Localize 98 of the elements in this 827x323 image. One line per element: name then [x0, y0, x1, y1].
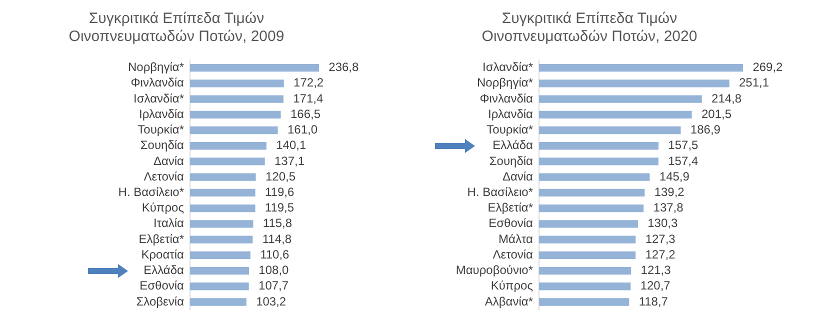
y-tick-label: Ιταλία	[154, 216, 184, 230]
bar	[539, 126, 681, 134]
bar	[190, 95, 284, 103]
data-label: 108,0	[258, 263, 290, 278]
y-tick-label: Δανία	[502, 169, 534, 184]
data-label: 214,8	[712, 91, 742, 106]
y-tick-label: Κροατία	[141, 247, 184, 262]
bar	[539, 266, 632, 275]
y-tick-label: Σουηδία	[489, 154, 534, 168]
bar	[539, 251, 636, 259]
y-tick-label: Κύπρος	[142, 200, 184, 215]
y-tick-label: Η. Βασίλειο*	[118, 185, 184, 200]
bar	[539, 110, 692, 118]
y-tick-label: Εσθονία	[140, 278, 184, 293]
data-label: 139,2	[654, 185, 685, 200]
bar	[190, 236, 253, 244]
y-tick-label: Ιρλανδία	[488, 106, 534, 121]
bar	[539, 220, 638, 228]
y-tick-label: Ελβετία*	[138, 232, 184, 246]
y-tick-label: Σλοβενία	[136, 294, 184, 308]
bar	[190, 282, 249, 290]
y-tick-label: Λετονία	[144, 169, 184, 184]
bar	[539, 158, 658, 166]
chart-title: Συγκριτικά Επίπεδα Τιμών Οινοπνευματωδών Ποτών, 2020	[482, 10, 698, 46]
data-label: 120,5	[265, 169, 296, 184]
data-label: 127,3	[645, 232, 676, 246]
data-label: 161,0	[287, 122, 318, 137]
y-tick-label: Ελλάδα	[492, 138, 534, 152]
bar	[539, 173, 650, 181]
bar	[539, 64, 744, 72]
bar	[190, 110, 281, 118]
data-label: 145,9	[659, 169, 690, 184]
data-label: 115,8	[262, 216, 292, 230]
data-label: 121,3	[640, 263, 672, 278]
bar	[190, 142, 266, 150]
y-tick-label: Κύπρος	[490, 278, 534, 293]
data-label: 103,2	[256, 294, 286, 308]
chart-title: Συγκριτικά Επίπεδα Τιμών Οινοπνευματωδών Ποτών, 2009	[68, 10, 284, 46]
data-label: 140,1	[276, 138, 306, 152]
bar	[539, 142, 659, 150]
bar	[190, 220, 254, 228]
bar	[190, 80, 284, 88]
data-label: 137,8	[653, 200, 684, 215]
data-label: 172,2	[294, 76, 324, 90]
y-tick-label: Αλβανία*	[484, 294, 534, 308]
y-tick-label: Φινλανδία	[480, 91, 534, 106]
bar	[190, 251, 250, 259]
y-tick-label: Νορβηγία*	[476, 76, 534, 90]
data-label: 171,4	[293, 91, 324, 106]
bar	[190, 173, 256, 181]
bar	[190, 204, 256, 212]
data-label: 118,7	[638, 294, 668, 308]
y-tick-label: Ιρλανδία	[139, 106, 184, 121]
y-tick-label: Ισλανδία*	[482, 60, 534, 74]
y-tick-label: Σουηδία	[140, 138, 184, 152]
bar	[539, 80, 730, 88]
data-label: 269,2	[752, 60, 784, 74]
y-tick-label: Λετονία	[492, 247, 534, 262]
bar	[190, 64, 319, 72]
data-label: 120,7	[640, 278, 671, 293]
bar	[539, 298, 630, 306]
bar	[539, 95, 702, 103]
y-tick-label: Εσθονία	[488, 216, 534, 230]
data-label: 137,1	[274, 154, 305, 168]
data-label: 119,5	[264, 200, 294, 215]
data-label: 251,1	[739, 76, 770, 90]
y-tick-label: Τουρκία*	[138, 122, 184, 137]
y-tick-label: Μάλτα	[498, 232, 534, 246]
y-tick-label: Τουρκία*	[486, 122, 534, 137]
data-label: 114,8	[262, 232, 292, 246]
bar	[539, 188, 645, 197]
y-tick-label: Νορβηγία*	[128, 60, 184, 74]
bar	[539, 236, 636, 244]
y-tick-label: Ελλάδα	[144, 263, 184, 278]
data-label: 130,3	[648, 216, 678, 230]
y-tick-label: Μαυροβούνιο*	[456, 263, 534, 278]
bar	[190, 188, 256, 197]
data-label: 119,6	[264, 185, 294, 200]
data-label: 157,5	[668, 138, 699, 152]
bar	[190, 126, 278, 134]
data-label: 110,6	[260, 247, 290, 262]
y-tick-label: Ελβετία*	[488, 200, 534, 215]
data-label: 186,9	[690, 122, 721, 137]
y-tick-label: Φινλανδία	[130, 76, 184, 90]
bar	[539, 204, 644, 212]
bar	[190, 298, 246, 306]
y-tick-label: Ισλανδία*	[134, 91, 184, 106]
y-tick-label: Η. Βασίλειο*	[467, 185, 534, 200]
data-label: 107,7	[258, 278, 289, 293]
data-label: 236,8	[328, 60, 360, 74]
y-tick-label: Δανία	[153, 154, 184, 168]
data-label: 157,4	[668, 154, 698, 168]
data-label: 166,5	[290, 106, 321, 121]
bar	[190, 158, 265, 166]
bar	[190, 266, 250, 275]
data-label: 127,2	[645, 247, 676, 262]
data-label: 201,5	[701, 106, 732, 121]
bar	[539, 282, 631, 290]
